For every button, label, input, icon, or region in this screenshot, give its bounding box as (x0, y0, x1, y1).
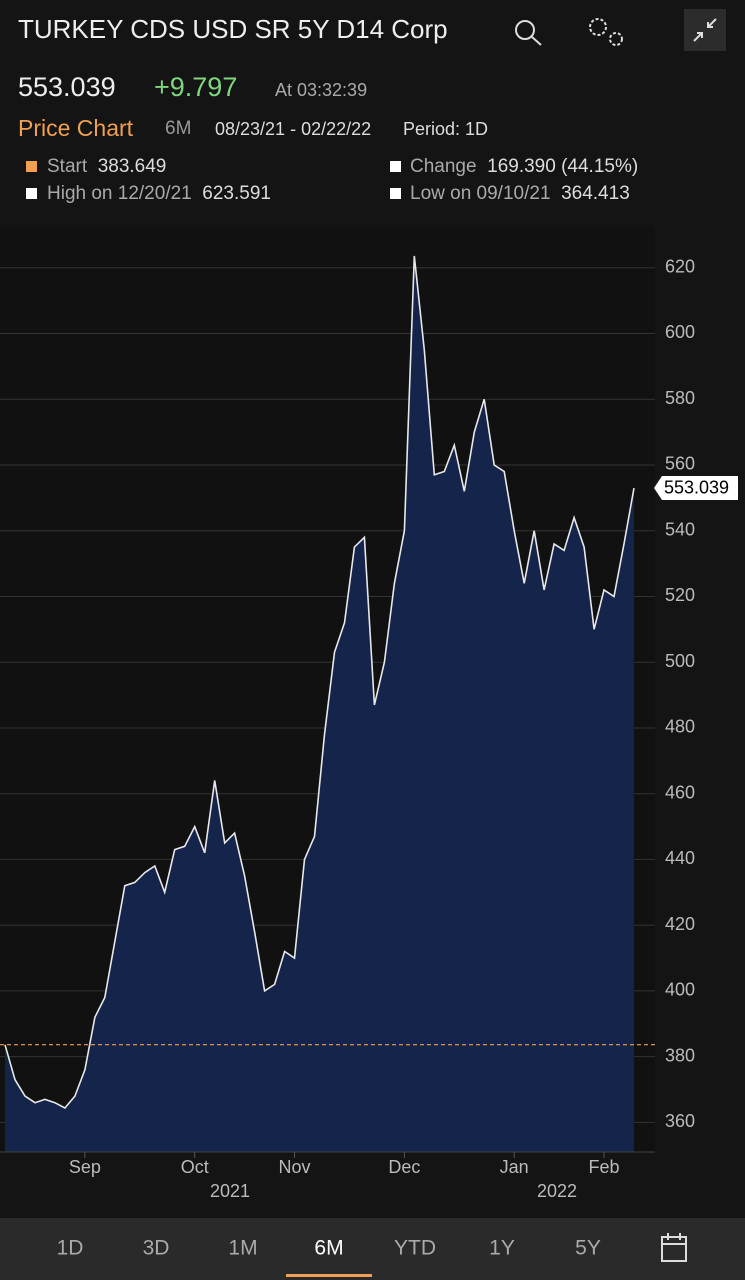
price: 553.039 (18, 72, 116, 102)
y-tick-label: 600 (665, 322, 695, 342)
range: 6M (165, 118, 192, 139)
legend-start (26, 161, 37, 172)
y-tick-label: 440 (665, 848, 695, 868)
year-label: 2021 (210, 1181, 250, 1201)
legend-change (390, 161, 401, 172)
collapse-icon (693, 18, 717, 42)
y-tick-label: 500 (665, 651, 695, 671)
y-tick-label: 420 (665, 914, 695, 934)
x-tick-label: Sep (69, 1157, 101, 1177)
tab[interactable]: 6M (314, 1237, 343, 1260)
stat: Start 383.649 (47, 156, 166, 178)
y-tick-label: 480 (665, 717, 695, 737)
stat-value: 169.390 (44.15%) (487, 156, 639, 177)
time: At 03:32:39 (275, 80, 368, 100)
chart: 360 380 400 420 440 460 480 500 520 540 560 580 600 6… (0, 225, 738, 1201)
year-label: 2022 (537, 1181, 577, 1201)
stat-label: Low on 09/10/21 (410, 183, 551, 204)
stat-label: High on 12/20/21 (47, 183, 192, 204)
collapse-button[interactable] (684, 9, 726, 51)
stat-label: Change (410, 156, 477, 177)
subheader-title: Price Chart (18, 115, 134, 141)
title: TURKEY CDS USD SR 5Y D14 Corp (18, 14, 448, 44)
stat: High on 12/20/21 623.591 (47, 183, 271, 205)
x-tick-label: Jan (500, 1157, 529, 1177)
legend-high (26, 188, 37, 199)
area (5, 255, 634, 1152)
tab-underline (286, 1274, 372, 1277)
period: Period: 1D (403, 119, 489, 139)
x-tick-label: Oct (181, 1157, 209, 1177)
x-tick-label: Dec (388, 1157, 420, 1177)
tab[interactable]: 1D (57, 1237, 84, 1260)
price-marker (654, 475, 738, 500)
y-tick-label: 580 (665, 388, 695, 408)
tab-bar (0, 1218, 745, 1280)
tab[interactable]: 1Y (489, 1237, 515, 1260)
line (4, 255, 635, 1110)
stat: Low on 09/10/21 364.413 (410, 183, 630, 205)
stat-value: 383.649 (97, 156, 167, 177)
y-tick-label: 560 (665, 454, 695, 474)
y-tick-label: 360 (665, 1111, 695, 1131)
stat-label: Start (47, 156, 88, 177)
stat-value: 364.413 (561, 183, 630, 204)
tab[interactable]: 5Y (575, 1237, 601, 1260)
search-icon[interactable] (515, 20, 542, 46)
calendar-icon[interactable] (661, 1233, 687, 1262)
price-marker-label: 553.039 (664, 478, 729, 498)
x-tick-label: Feb (589, 1157, 620, 1177)
stat: Change 169.390 (44.15%) (410, 156, 638, 178)
tab[interactable]: YTD (394, 1237, 436, 1260)
y-tick-label: 460 (665, 782, 695, 802)
stat-value: 623.591 (202, 183, 271, 204)
y-tick-label: 520 (665, 585, 695, 605)
dates: 08/23/21 - 02/22/22 (215, 119, 372, 139)
price-change: +9.797 (154, 72, 238, 102)
settings-icon[interactable] (589, 18, 623, 46)
y-tick-label: 540 (665, 519, 695, 539)
x-tick-label: Nov (279, 1157, 311, 1177)
tab[interactable]: 1M (228, 1237, 257, 1260)
y-tick-label: 400 (665, 980, 695, 1000)
tab[interactable]: 3D (143, 1237, 170, 1260)
legend-low (390, 188, 401, 199)
y-tick-label: 380 (665, 1045, 695, 1065)
y-tick-label: 620 (665, 256, 695, 276)
